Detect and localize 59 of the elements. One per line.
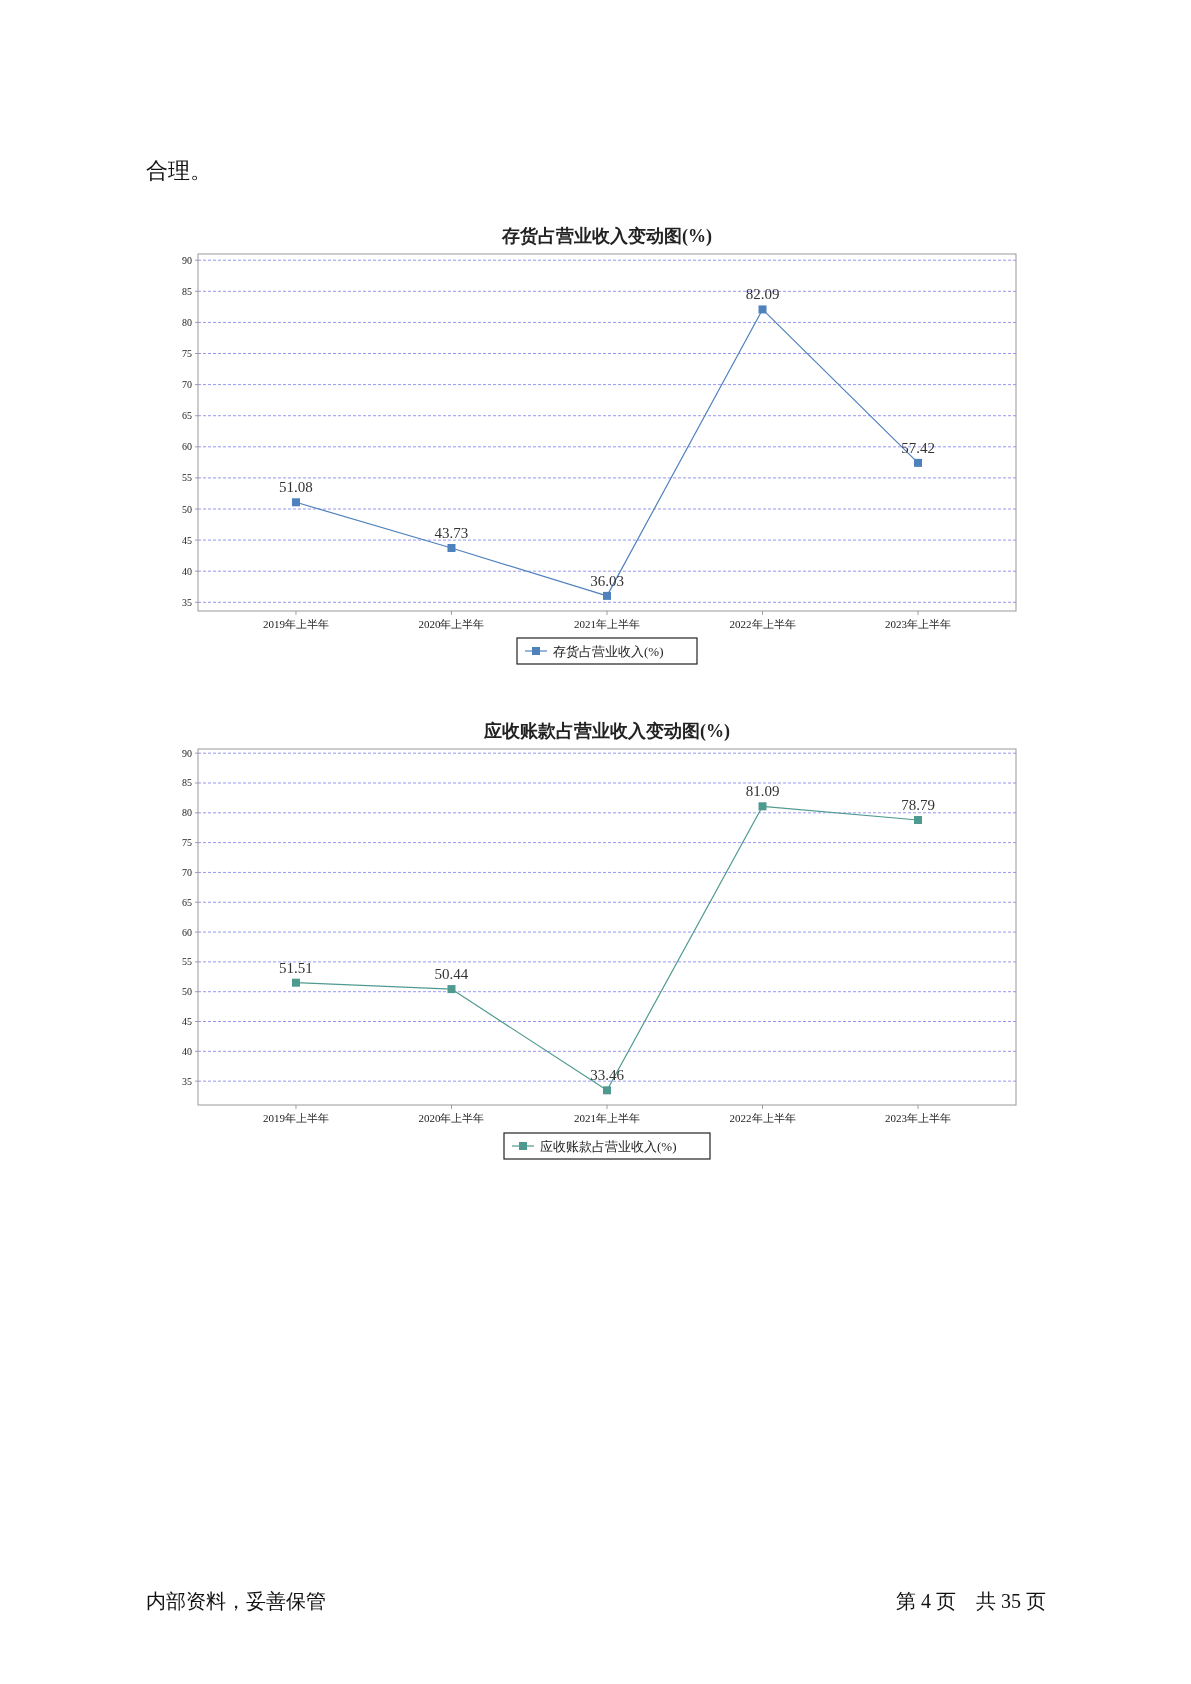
x-tick-label: 2023年上半年: [885, 1112, 952, 1124]
chart-title: 应收账款占营业收入变动图(%): [483, 721, 730, 742]
x-tick-label: 2022年上半年: [729, 1112, 796, 1124]
y-tick-label: 45: [182, 534, 192, 546]
legend-label: 应收账款占营业收入(%): [540, 1139, 677, 1154]
y-tick-label: 90: [182, 747, 192, 759]
chart-title: 存货占营业收入变动图(%): [501, 226, 712, 247]
text: 内部资料，妥善保管: [146, 1590, 326, 1612]
point: [291, 498, 300, 507]
text: 合理。: [146, 158, 212, 183]
text: 第 4 页 共 35 页: [896, 1590, 1046, 1612]
data-label: 43.73: [434, 525, 469, 541]
x-tick-label: 2019年上半年: [262, 618, 329, 630]
y-tick-label: 85: [182, 777, 192, 789]
y-tick-label: 80: [182, 316, 192, 328]
y-tick-label: 90: [182, 254, 192, 266]
data-label: 78.79: [901, 797, 935, 814]
data-label: 50.44: [434, 966, 469, 983]
y-tick-label: 70: [182, 866, 192, 878]
legend-label: 存货占营业收入(%): [553, 644, 664, 659]
point: [603, 1086, 611, 1095]
x-tick-label: 2021年上半年: [574, 618, 640, 630]
x-tick-label: 2019年上半年: [262, 1112, 329, 1124]
x-tick-label: 2020年上半年: [418, 618, 485, 630]
x-tick-label: 2022年上半年: [729, 618, 796, 630]
data-label: 51.08: [279, 479, 313, 496]
point: [447, 985, 456, 994]
y-tick-label: 45: [182, 1016, 192, 1028]
x-tick-label: 2020年上半年: [418, 1112, 485, 1124]
y-tick-label: 50: [182, 986, 192, 998]
y-tick-label: 70: [182, 379, 192, 391]
point: [914, 458, 923, 467]
y-tick-label: 55: [182, 472, 192, 484]
y-tick-label: 75: [182, 348, 192, 360]
y-tick-label: 80: [182, 807, 192, 819]
point: [447, 544, 456, 552]
y-tick-label: 40: [182, 1045, 192, 1057]
point: [758, 802, 767, 811]
y-tick-label: 35: [182, 596, 192, 608]
y-tick-label: 55: [182, 956, 192, 968]
point: [914, 816, 923, 825]
point: [603, 591, 611, 600]
y-tick-label: 65: [182, 410, 192, 422]
y-tick-label: 65: [182, 896, 192, 908]
data-label: 81.09: [745, 783, 780, 800]
x-tick-label: 2021年上半年: [574, 1112, 640, 1124]
point: [758, 305, 767, 314]
y-tick-label: 60: [182, 441, 192, 453]
y-tick-label: 35: [182, 1075, 192, 1087]
y-tick-label: 40: [182, 565, 192, 577]
y-tick-label: 50: [182, 503, 192, 515]
x-tick-label: 2023年上半年: [885, 618, 952, 630]
point: [291, 978, 300, 987]
data-label: 57.42: [901, 439, 935, 456]
data-label: 51.51: [279, 959, 313, 976]
data-label: 82.09: [745, 286, 780, 303]
y-tick-label: 85: [182, 285, 192, 297]
y-tick-label: 75: [182, 837, 192, 849]
y-tick-label: 60: [182, 926, 192, 938]
